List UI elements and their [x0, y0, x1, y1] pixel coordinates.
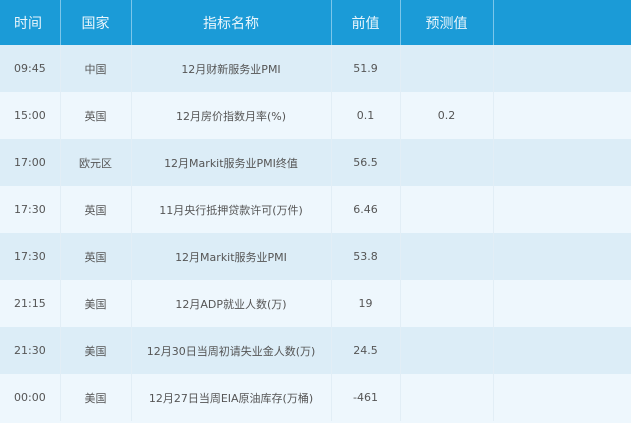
- cell-forecast: [400, 327, 494, 374]
- table-row: 21:15 美国 12月ADP就业人数(万) 19: [0, 280, 631, 327]
- table-row: 21:30 美国 12月30日当周初请失业金人数(万) 24.5: [0, 327, 631, 374]
- cell-indicator: 12月Markit服务业PMI: [131, 233, 332, 280]
- cell-forecast: [400, 280, 494, 327]
- cell-time: 00:00: [0, 374, 61, 421]
- header-previous: 前值: [331, 0, 401, 45]
- cell-country: 中国: [60, 45, 132, 92]
- cell-previous: 53.8: [331, 233, 401, 280]
- cell-time: 17:30: [0, 233, 61, 280]
- table-row: 17:30 英国 11月央行抵押贷款许可(万件) 6.46: [0, 186, 631, 233]
- cell-empty: [493, 139, 631, 186]
- cell-country: 美国: [60, 280, 132, 327]
- cell-indicator: 12月Markit服务业PMI终值: [131, 139, 332, 186]
- cell-previous: 19: [331, 280, 401, 327]
- header-time: 时间: [0, 0, 61, 45]
- cell-indicator: 12月27日当周EIA原油库存(万桶): [131, 374, 332, 421]
- header-country: 国家: [60, 0, 132, 45]
- header-empty: [493, 0, 631, 45]
- header-forecast: 预测值: [400, 0, 494, 45]
- cell-previous: -461: [331, 374, 401, 421]
- header-indicator: 指标名称: [131, 0, 332, 45]
- cell-previous: 56.5: [331, 139, 401, 186]
- cell-time: 09:45: [0, 45, 61, 92]
- cell-forecast: [400, 374, 494, 421]
- table-row: 15:00 英国 12月房价指数月率(%) 0.1 0.2: [0, 92, 631, 139]
- cell-previous: 6.46: [331, 186, 401, 233]
- cell-empty: [493, 280, 631, 327]
- cell-indicator: 12月30日当周初请失业金人数(万): [131, 327, 332, 374]
- cell-country: 美国: [60, 374, 132, 421]
- cell-country: 英国: [60, 233, 132, 280]
- cell-previous: 24.5: [331, 327, 401, 374]
- cell-time: 17:00: [0, 139, 61, 186]
- cell-empty: [493, 327, 631, 374]
- table-row: 00:00 美国 12月27日当周EIA原油库存(万桶) -461: [0, 374, 631, 421]
- cell-time: 21:15: [0, 280, 61, 327]
- cell-previous: 51.9: [331, 45, 401, 92]
- table-row: 09:45 中国 12月财新服务业PMI 51.9: [0, 45, 631, 92]
- cell-country: 美国: [60, 327, 132, 374]
- cell-empty: [493, 233, 631, 280]
- cell-empty: [493, 186, 631, 233]
- cell-previous: 0.1: [331, 92, 401, 139]
- cell-indicator: 12月ADP就业人数(万): [131, 280, 332, 327]
- cell-forecast: [400, 45, 494, 92]
- cell-empty: [493, 374, 631, 421]
- cell-forecast: 0.2: [400, 92, 494, 139]
- cell-indicator: 12月房价指数月率(%): [131, 92, 332, 139]
- cell-time: 15:00: [0, 92, 61, 139]
- cell-time: 17:30: [0, 186, 61, 233]
- cell-time: 21:30: [0, 327, 61, 374]
- cell-forecast: [400, 233, 494, 280]
- table-row: 17:30 英国 12月Markit服务业PMI 53.8: [0, 233, 631, 280]
- cell-country: 英国: [60, 186, 132, 233]
- cell-indicator: 12月财新服务业PMI: [131, 45, 332, 92]
- cell-country: 英国: [60, 92, 132, 139]
- cell-indicator: 11月央行抵押贷款许可(万件): [131, 186, 332, 233]
- cell-empty: [493, 45, 631, 92]
- table-row: 17:00 欧元区 12月Markit服务业PMI终值 56.5: [0, 139, 631, 186]
- cell-forecast: [400, 186, 494, 233]
- cell-forecast: [400, 139, 494, 186]
- cell-country: 欧元区: [60, 139, 132, 186]
- header-row: 时间 国家 指标名称 前值 预测值: [0, 0, 631, 45]
- cell-empty: [493, 92, 631, 139]
